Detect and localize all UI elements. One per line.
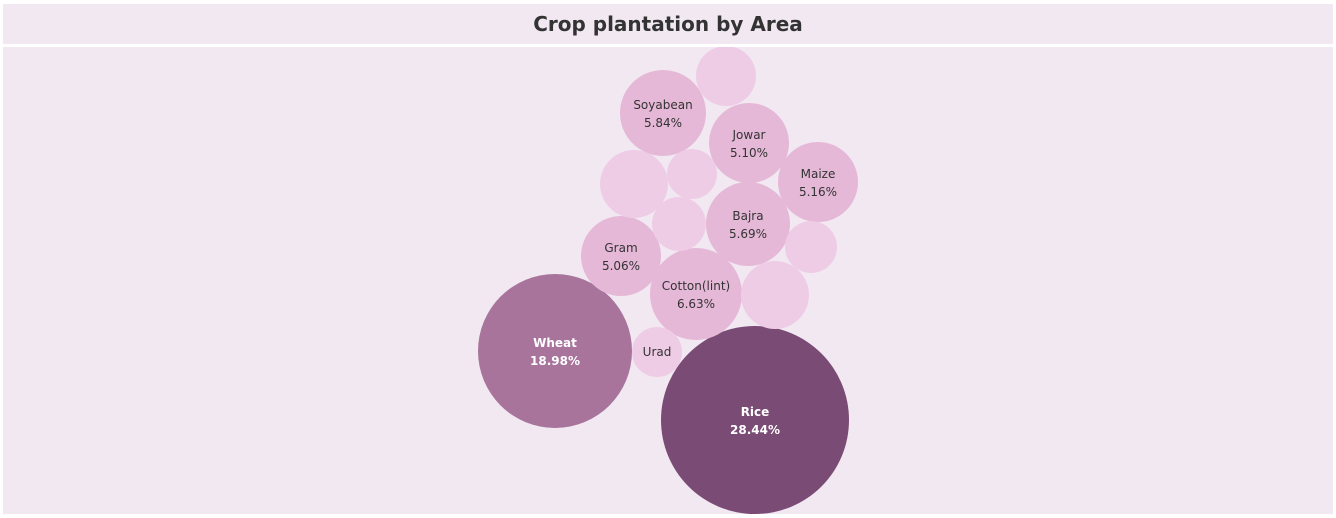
bubble-cotton-lint[interactable]: Cotton(lint) 6.63% (650, 248, 742, 340)
bubble-circle[interactable] (652, 197, 706, 251)
bubble-circle[interactable] (478, 274, 632, 428)
bubble-name-label: Cotton(lint) (662, 279, 730, 293)
bubble-wheat[interactable]: Wheat 18.98% (478, 274, 632, 428)
bubble-circle[interactable] (709, 103, 789, 183)
bubble-circle[interactable] (778, 142, 858, 222)
bubble-name-label: Rice (741, 405, 770, 419)
bubble-chart: Rice 28.44% Wheat 18.98% Cotton(lint) 6.63% So… (478, 47, 858, 514)
bubble-circle[interactable] (785, 221, 837, 273)
bubble-circle[interactable] (696, 47, 756, 106)
bubble-unlabeled-13[interactable] (785, 221, 837, 273)
bubble-name-label: Soyabean (633, 98, 692, 112)
bubble-unlabeled-10[interactable] (600, 150, 668, 218)
bubble-circle[interactable] (632, 327, 682, 377)
bubble-value-label: 6.63% (677, 297, 715, 311)
bubble-name-label: Gram (604, 241, 637, 255)
bubble-rice[interactable]: Rice 28.44% (661, 326, 849, 514)
bubble-unlabeled-12[interactable] (652, 197, 706, 251)
bubble-value-label: 18.98% (530, 354, 580, 368)
chart-title: Crop plantation by Area (533, 12, 803, 36)
bubble-value-label: 28.44% (730, 423, 780, 437)
bubble-name-label: Urad (643, 345, 672, 359)
bubble-unlabeled-14[interactable] (741, 261, 809, 329)
bubble-value-label: 5.16% (799, 185, 837, 199)
bubble-circle[interactable] (741, 261, 809, 329)
bubble-name-label: Jowar (732, 128, 766, 142)
bubble-name-label: Wheat (533, 336, 577, 350)
bubble-unlabeled-9[interactable] (696, 47, 756, 106)
bubble-value-label: 5.84% (644, 116, 682, 130)
bubble-circle[interactable] (667, 149, 717, 199)
bubble-soyabean[interactable]: Soyabean 5.84% (620, 70, 706, 156)
chart-title-bar: Crop plantation by Area (3, 4, 1333, 44)
bubble-jowar[interactable]: Jowar 5.10% (709, 103, 789, 183)
bubble-circle[interactable] (661, 326, 849, 514)
chart-area: Rice 28.44% Wheat 18.98% Cotton(lint) 6.63% So… (3, 47, 1333, 514)
bubble-value-label: 5.69% (729, 227, 767, 241)
bubble-circle[interactable] (600, 150, 668, 218)
bubble-circle[interactable] (706, 182, 790, 266)
bubble-circle[interactable] (581, 216, 661, 296)
bubble-maize[interactable]: Maize 5.16% (778, 142, 858, 222)
bubble-value-label: 5.06% (602, 259, 640, 273)
bubble-circle[interactable] (620, 70, 706, 156)
bubble-name-label: Bajra (732, 209, 763, 223)
bubble-gram[interactable]: Gram 5.06% (581, 216, 661, 296)
bubble-circle[interactable] (650, 248, 742, 340)
bubble-name-label: Maize (801, 167, 836, 181)
bubble-bajra[interactable]: Bajra 5.69% (706, 182, 790, 266)
bubble-value-label: 5.10% (730, 146, 768, 160)
bubble-unlabeled-11[interactable] (667, 149, 717, 199)
bubble-urad[interactable]: Urad (632, 327, 682, 377)
